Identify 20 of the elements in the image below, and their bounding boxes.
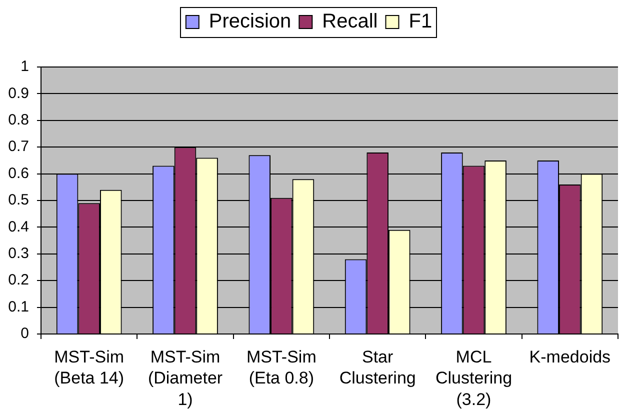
x-tick-label: MST-Sim (Diameter 1) <box>148 347 223 409</box>
y-tick-label: 1 <box>20 58 29 76</box>
y-tick-label: 0.5 <box>8 192 29 209</box>
x-tick-label: MST-Sim (Beta 14) <box>54 347 124 388</box>
y-tick-label: 0.6 <box>8 164 29 182</box>
legend-label: F1 <box>408 10 432 33</box>
x-tick-label: MST-Sim (Eta 0.8) <box>246 347 316 388</box>
y-tick-label: 0.9 <box>8 84 29 102</box>
y-tick-label: 0.3 <box>8 245 29 262</box>
y-tick-label: 0.7 <box>8 138 29 156</box>
y-tick-label: 0.4 <box>8 218 29 236</box>
y-tick-label: 0.2 <box>8 272 29 289</box>
x-tick-label: K-medoids <box>529 347 611 366</box>
legend-label: Precision <box>208 10 292 33</box>
x-tick-label: Star Clustering <box>339 347 416 388</box>
x-tick-label: MCL Clustering (3.2) <box>435 347 512 409</box>
y-tick-label: 0.1 <box>8 298 29 316</box>
y-tick-label: 0.8 <box>8 112 29 129</box>
y-tick-label: 0 <box>20 325 29 342</box>
legend-label: Recall <box>322 10 378 33</box>
